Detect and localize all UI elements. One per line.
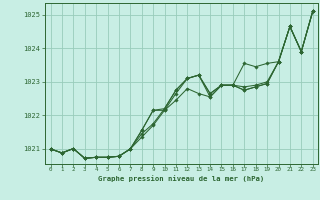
X-axis label: Graphe pression niveau de la mer (hPa): Graphe pression niveau de la mer (hPa) [99, 175, 265, 182]
